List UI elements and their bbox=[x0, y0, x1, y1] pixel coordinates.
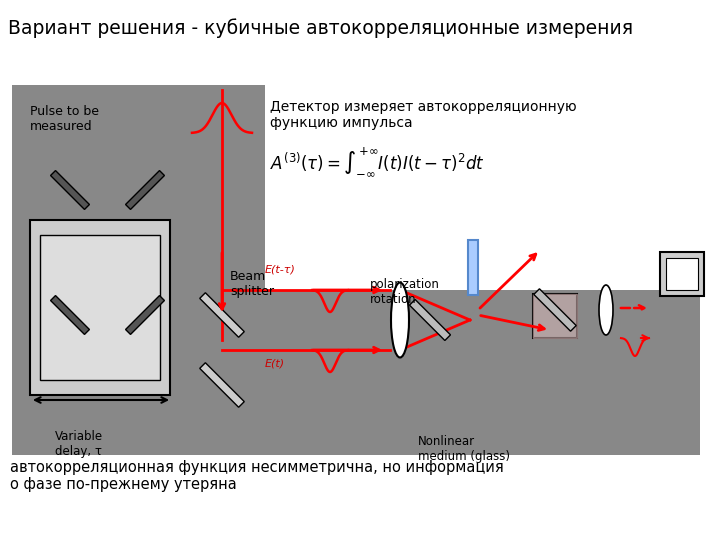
Bar bbox=[40, 235, 160, 380]
Text: $A^{(3)}(\tau) = \int_{-\infty}^{+\infty} I(t)I(t-\tau)^2 dt$: $A^{(3)}(\tau) = \int_{-\infty}^{+\infty… bbox=[270, 145, 485, 178]
Text: E(t): E(t) bbox=[265, 358, 285, 368]
Text: E(t-τ): E(t-τ) bbox=[265, 265, 296, 275]
Bar bbox=[30, 220, 170, 395]
Bar bbox=[125, 171, 164, 210]
Bar bbox=[50, 171, 89, 210]
Bar bbox=[265, 285, 700, 455]
Polygon shape bbox=[533, 294, 577, 338]
Bar bbox=[468, 240, 478, 295]
Bar bbox=[666, 258, 698, 290]
Ellipse shape bbox=[391, 282, 409, 357]
Text: Pulse to be
measured: Pulse to be measured bbox=[30, 105, 99, 133]
Ellipse shape bbox=[599, 285, 613, 335]
Bar bbox=[533, 294, 577, 338]
Bar bbox=[410, 300, 451, 341]
Text: Beam
splitter: Beam splitter bbox=[230, 270, 274, 298]
Text: Variable
delay, τ: Variable delay, τ bbox=[55, 430, 103, 458]
Bar bbox=[50, 295, 89, 334]
Bar bbox=[125, 295, 164, 334]
Text: автокорреляционная функция несимметрична, но информация
о фазе по-прежнему утеря: автокорреляционная функция несимметрична… bbox=[10, 460, 504, 492]
Bar bbox=[265, 85, 720, 290]
Text: Детектор измеряет автокорреляционную
функцию импульса: Детектор измеряет автокорреляционную фун… bbox=[270, 100, 577, 130]
Bar bbox=[199, 293, 244, 338]
Bar bbox=[534, 289, 576, 331]
Text: Nonlinear
medium (glass): Nonlinear medium (glass) bbox=[418, 435, 510, 463]
Text: polarization
rotation: polarization rotation bbox=[370, 278, 440, 306]
Bar bbox=[12, 85, 265, 455]
Bar bbox=[660, 252, 704, 296]
Text: Вариант решения - кубичные автокорреляционные измерения: Вариант решения - кубичные автокорреляци… bbox=[8, 18, 633, 38]
Bar bbox=[199, 363, 244, 407]
